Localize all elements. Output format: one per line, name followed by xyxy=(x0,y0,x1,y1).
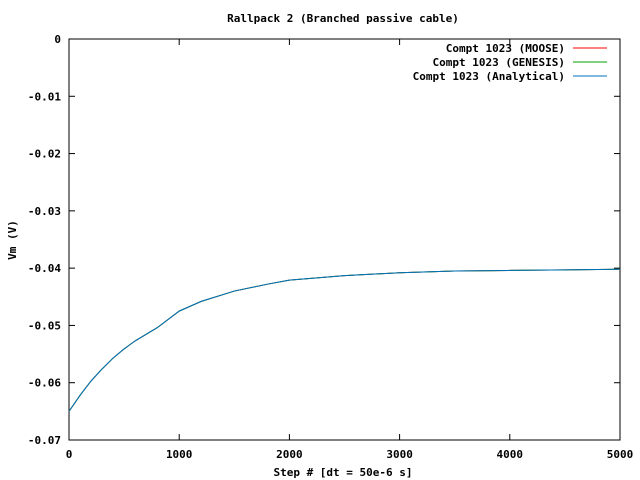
series-line xyxy=(68,268,621,412)
legend-label: Compt 1023 (MOOSE) xyxy=(446,42,565,55)
legend: Compt 1023 (MOOSE)Compt 1023 (GENESIS)Co… xyxy=(413,42,607,83)
x-axis-label: Step # [dt = 50e-6 s] xyxy=(273,466,412,479)
x-tick-label: 1000 xyxy=(166,448,193,461)
series-line xyxy=(68,268,621,412)
legend-label: Compt 1023 (Analytical) xyxy=(413,70,565,83)
y-tick-label: -0.03 xyxy=(28,205,61,218)
y-axis-label: Vm (V) xyxy=(6,220,19,260)
y-tick-label: -0.05 xyxy=(28,319,61,332)
series-layer xyxy=(68,268,621,412)
chart-title: Rallpack 2 (Branched passive cable) xyxy=(227,12,459,25)
x-tick-label: 0 xyxy=(66,448,73,461)
x-tick-label: 5000 xyxy=(607,448,634,461)
y-tick-label: -0.06 xyxy=(28,377,61,390)
ticks: 0 1000 2000 3000 4000 5000 0 -0.01 -0.02 -0.03 -0.… xyxy=(28,33,633,461)
y-tick-label: -0.04 xyxy=(28,262,61,275)
series-line xyxy=(68,268,621,412)
axes xyxy=(68,38,621,441)
y-tick-label: -0.07 xyxy=(28,434,61,447)
y-tick-label: -0.02 xyxy=(28,148,61,161)
legend-label: Compt 1023 (GENESIS) xyxy=(433,56,565,69)
x-tick-label: 2000 xyxy=(276,448,303,461)
y-tick-label: 0 xyxy=(54,33,61,46)
y-tick-label: -0.01 xyxy=(28,90,61,103)
x-tick-label: 4000 xyxy=(497,448,524,461)
x-tick-label: 3000 xyxy=(386,448,413,461)
plot-frame xyxy=(68,38,621,441)
